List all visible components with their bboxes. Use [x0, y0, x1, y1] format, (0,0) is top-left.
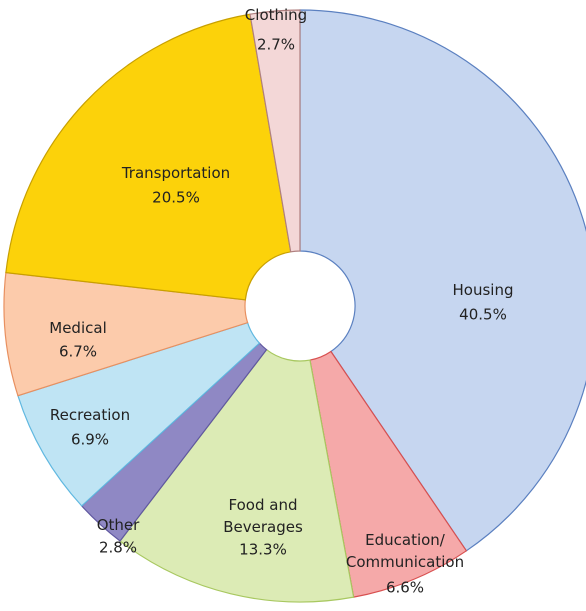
value-label: 13.3%	[239, 541, 287, 559]
slice-label: Recreation	[50, 406, 130, 424]
slice-label: Education/Communication	[346, 531, 464, 571]
slice	[309, 350, 468, 598]
slice	[5, 13, 292, 301]
slice	[249, 9, 301, 253]
value-label: 6.9%	[71, 431, 109, 449]
slice-label: Other	[97, 516, 140, 534]
slice-label: Medical	[49, 319, 106, 337]
slice	[17, 321, 261, 507]
slice	[3, 271, 249, 397]
slice	[119, 348, 355, 603]
value-label: 6.7%	[59, 343, 97, 361]
value-label: 6.6%	[386, 579, 424, 597]
slice-label: Food and Beverages	[223, 496, 303, 536]
value-label: 40.5%	[459, 306, 507, 324]
value-label: 20.5%	[152, 189, 200, 207]
value-label: 2.8%	[99, 539, 137, 557]
slice	[299, 9, 586, 552]
slice-label: Clothing	[245, 6, 307, 24]
value-label: 2.7%	[257, 36, 295, 54]
slice-label: Housing	[453, 281, 514, 299]
slice-label: Transportation	[121, 164, 230, 182]
